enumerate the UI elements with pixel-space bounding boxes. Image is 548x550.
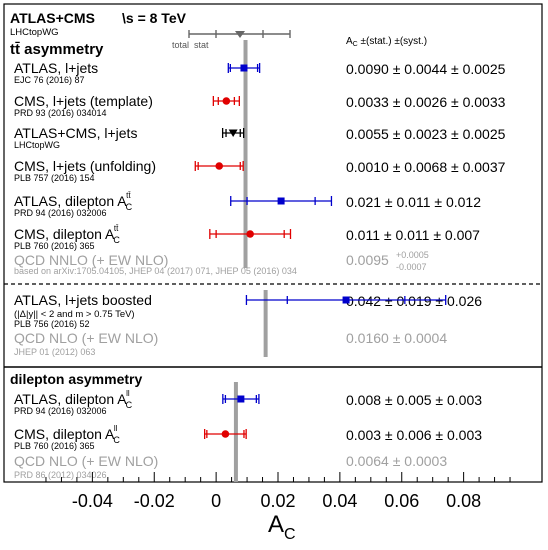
data-point-square bbox=[237, 395, 245, 403]
measurement-reference: PRD 94 (2016) 032006 bbox=[14, 406, 107, 416]
measurement-value-text: 0.0090 ± 0.0044 ± 0.0025 bbox=[346, 61, 506, 77]
measurement-value-text: 0.021 ± 0.011 ± 0.012 bbox=[346, 194, 481, 210]
prediction-label: QCD NLO (+ EW NLO) bbox=[14, 330, 158, 346]
measurement-reference: EJC 76 (2016) 87 bbox=[14, 75, 85, 85]
measurement-reference: PRD 94 (2016) 032006 bbox=[14, 208, 107, 218]
x-tick-label: 0 bbox=[211, 491, 221, 511]
data-point-circle bbox=[215, 162, 224, 170]
legend-errorbar bbox=[188, 30, 291, 38]
prediction-error-up: +0.0005 bbox=[396, 250, 429, 260]
data-point-triangle bbox=[228, 129, 238, 137]
prediction-value-text: 0.0160 ± 0.0004 bbox=[346, 330, 447, 346]
plot-frame bbox=[3, 3, 543, 483]
x-tick-label: -0.04 bbox=[72, 491, 113, 511]
prediction-reference: based on arXiv:1705.04105, JHEP 04 (2017… bbox=[14, 266, 297, 276]
measurement-row: ATLAS, dilepton ACtt̄PRD 94 (2016) 03200… bbox=[14, 191, 481, 218]
section-title-dilepton: dilepton asymmetry bbox=[10, 371, 142, 387]
measurement-value-text: 0.003 ± 0.006 ± 0.003 bbox=[346, 427, 482, 443]
data-point-square bbox=[342, 296, 350, 304]
x-tick-label: 0.08 bbox=[446, 491, 481, 511]
data-point-circle bbox=[246, 230, 254, 238]
measurement-label: CMS, dilepton ACll bbox=[14, 424, 120, 445]
prediction-row: QCD NLO (+ EW NLO)PRD 86 (2012) 034026 0.… bbox=[14, 453, 447, 480]
legend-stat-label: stat bbox=[194, 40, 209, 50]
measurement-reference: PLB 756 (2016) 52 bbox=[14, 319, 90, 329]
prediction-rows: QCD NNLO (+ EW NLO)based on arXiv:1705.0… bbox=[14, 250, 447, 480]
measurement-reference: LHCtopWG bbox=[14, 140, 60, 150]
prediction-value-text: 0.0064 ± 0.0003 bbox=[346, 453, 447, 469]
measurement-value-text: 0.042 ± 0.019 ± 0.026 bbox=[346, 293, 482, 309]
legend-total-label: total bbox=[172, 40, 189, 50]
prediction-row: QCD NLO (+ EW NLO)JHEP 01 (2012) 063 0.01… bbox=[14, 330, 447, 357]
data-point-square bbox=[240, 64, 248, 72]
data-point-circle bbox=[222, 97, 231, 105]
prediction-reference: PRD 86 (2012) 034026 bbox=[14, 470, 107, 480]
header-energy: \s = 8 TeV bbox=[122, 10, 187, 26]
measurement-reference: PLB 760 (2016) 365 bbox=[14, 441, 95, 451]
measurement-label: ATLAS, l+jets boosted bbox=[14, 292, 152, 308]
measurement-label: ATLAS+CMS, l+jets bbox=[14, 125, 137, 141]
prediction-reference: JHEP 01 (2012) 063 bbox=[14, 347, 95, 357]
measurement-reference: PLB 760 (2016) 365 bbox=[14, 241, 95, 251]
x-tick-label: -0.02 bbox=[134, 491, 175, 511]
measurement-label: CMS, dilepton ACtt̄ bbox=[14, 224, 120, 245]
header-title: ATLAS+CMS bbox=[10, 10, 95, 26]
measurement-value-text: 0.0033 ± 0.0026 ± 0.0033 bbox=[346, 94, 506, 110]
x-tick-label: 0.02 bbox=[260, 491, 295, 511]
measurement-value-text: 0.0010 ± 0.0068 ± 0.0037 bbox=[346, 159, 506, 175]
measurement-row: ATLAS, l+jets boosted(|Δ|y|| < 2 and m >… bbox=[14, 292, 482, 329]
measurement-label: ATLAS, dilepton ACll bbox=[14, 389, 133, 410]
prediction-label: QCD NLO (+ EW NLO) bbox=[14, 453, 158, 469]
x-tick-label: 0.04 bbox=[322, 491, 357, 511]
measurement-value-text: 0.0055 ± 0.0023 ± 0.0025 bbox=[346, 126, 506, 142]
measurement-row: CMS, l+jets (template)PRD 93 (2016) 0340… bbox=[14, 93, 506, 118]
measurement-label: CMS, l+jets (unfolding) bbox=[14, 158, 156, 174]
data-point-circle bbox=[221, 430, 230, 438]
column-header: AC ±(stat.) ±(syst.) bbox=[346, 36, 427, 48]
prediction-label: QCD NNLO (+ EW NLO) bbox=[14, 252, 168, 268]
measurement-row: CMS, dilepton ACtt̄PLB 760 (2016) 365 0.0… bbox=[14, 224, 480, 251]
measurement-subselection: (|Δ|y|| < 2 and m > 0.75 TeV) bbox=[14, 309, 135, 320]
prediction-value-text: 0.0095 bbox=[346, 252, 389, 268]
x-tick-label: 0.06 bbox=[384, 491, 419, 511]
measurement-label: ATLAS, l+jets bbox=[14, 60, 98, 76]
x-axis: -0.04 -0.02 0 0.02 0.04 0.06 0.08 bbox=[45, 472, 511, 511]
measurement-value-text: 0.008 ± 0.005 ± 0.003 bbox=[346, 392, 482, 408]
measurement-reference: PLB 757 (2016) 154 bbox=[14, 173, 95, 183]
prediction-bands bbox=[233, 40, 268, 482]
prediction-error-down: -0.0007 bbox=[396, 262, 427, 272]
measurement-row: CMS, l+jets (unfolding)PLB 757 (2016) 15… bbox=[14, 158, 506, 183]
measurement-label: CMS, l+jets (template) bbox=[14, 93, 153, 109]
x-axis-label: AC bbox=[268, 511, 296, 543]
section-title-ttbar: tt̄ asymmetry bbox=[10, 41, 104, 58]
header-group: LHCtopWG bbox=[10, 27, 59, 38]
prediction-row: QCD NNLO (+ EW NLO)based on arXiv:1705.0… bbox=[14, 250, 429, 276]
measurement-reference: PRD 93 (2016) 034014 bbox=[14, 108, 107, 118]
measurement-value-text: 0.011 ± 0.011 ± 0.007 bbox=[346, 227, 480, 243]
measurement-label: ATLAS, dilepton ACtt̄ bbox=[14, 191, 133, 212]
data-point-square bbox=[277, 197, 285, 205]
